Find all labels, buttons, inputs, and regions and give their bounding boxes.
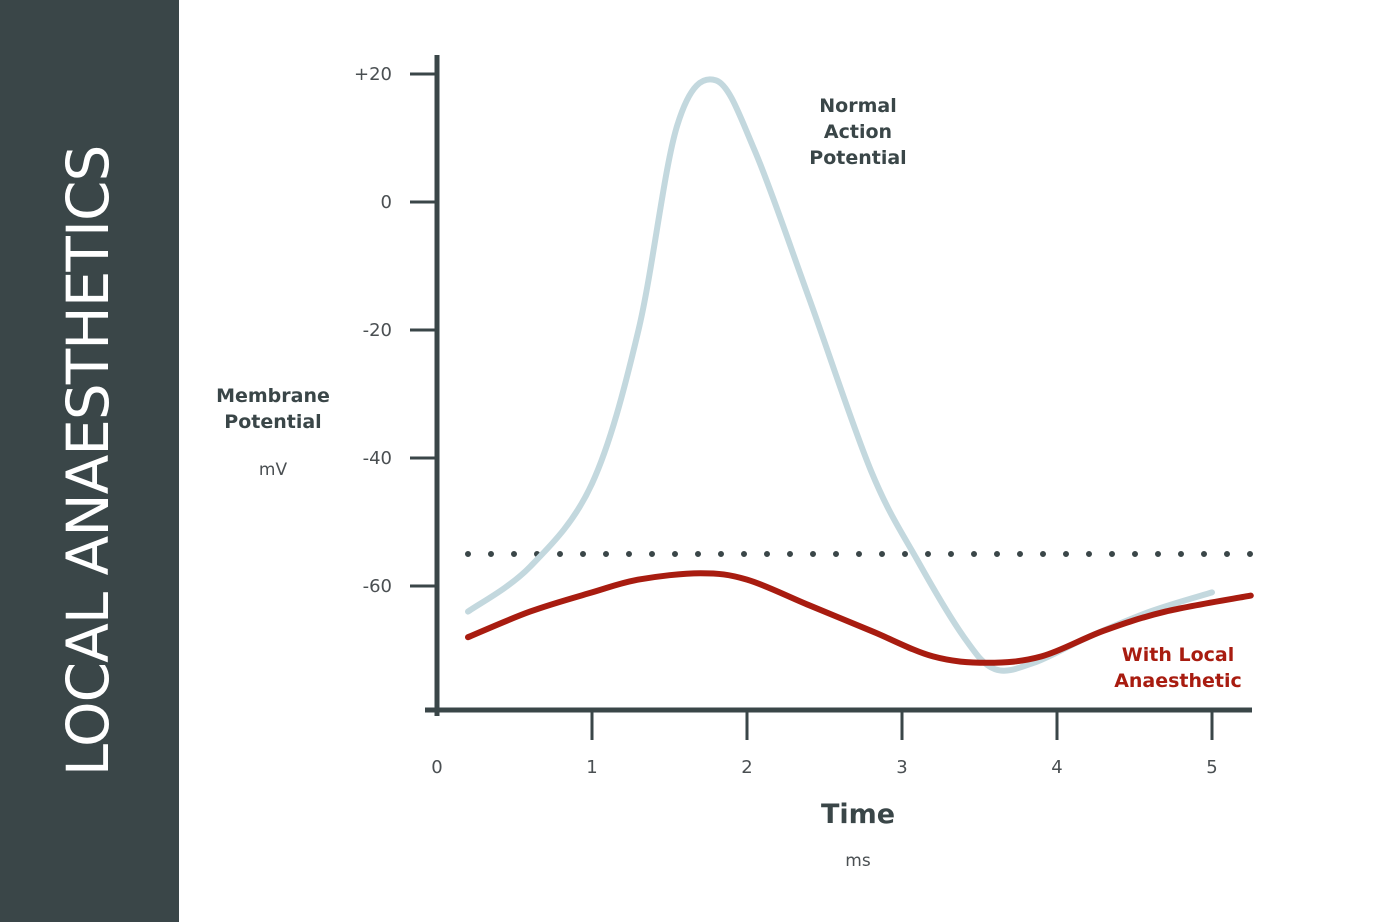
chart-axes xyxy=(425,55,1252,716)
local-series-line xyxy=(465,570,1254,666)
chart-ticks: +20 0 -20 -40 -60 0 1 2 3 4 5 xyxy=(354,64,1218,778)
normal-series-label-line-1: Normal xyxy=(819,95,896,117)
x-tick-label: 5 xyxy=(1206,757,1217,778)
y-tick-label: -60 xyxy=(363,576,392,597)
y-tick-label: +20 xyxy=(354,64,392,85)
normal-series-label-line-2: Action xyxy=(824,121,892,143)
y-axis-title-line-1: Membrane xyxy=(216,385,330,407)
x-tick-label: 0 xyxy=(431,757,442,778)
normal-series-label-line-3: Potential xyxy=(809,147,906,169)
x-tick-label: 2 xyxy=(741,757,752,778)
x-tick-label: 3 xyxy=(896,757,907,778)
x-axis-unit: ms xyxy=(845,851,871,871)
y-tick-label: -20 xyxy=(363,320,392,341)
y-axis-title-line-2: Potential xyxy=(224,411,321,433)
sidebar-panel: LOCAL ANAESTHETICS xyxy=(0,0,179,922)
chart-series xyxy=(465,76,1254,674)
x-tick-label: 4 xyxy=(1051,757,1062,778)
x-axis-title: Time xyxy=(821,799,895,830)
y-tick-label: 0 xyxy=(381,192,392,213)
normal-series-line xyxy=(465,76,1215,674)
y-tick-label: -40 xyxy=(363,448,392,469)
local-series-label-line-2: Anaesthetic xyxy=(1114,670,1242,692)
y-axis-unit: mV xyxy=(259,460,288,480)
x-tick-label: 1 xyxy=(586,757,597,778)
local-series-label-line-1: With Local xyxy=(1122,644,1234,666)
